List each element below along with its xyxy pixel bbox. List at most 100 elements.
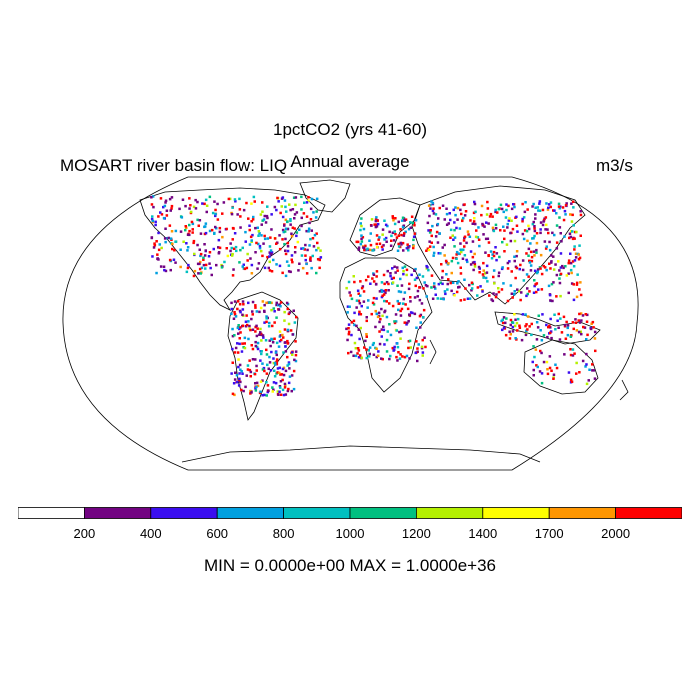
flow-cell: [240, 350, 244, 353]
flow-cell: [247, 301, 250, 305]
flow-cell: [184, 228, 187, 232]
flow-cell: [569, 353, 573, 357]
flow-cell: [310, 229, 313, 232]
flow-cell: [394, 320, 398, 323]
flow-cell: [525, 252, 528, 255]
flow-cell: [381, 357, 384, 361]
flow-cell: [542, 220, 545, 223]
flow-cell: [529, 264, 533, 267]
flow-cell: [467, 233, 470, 236]
flow-cell: [236, 326, 240, 330]
flow-cell: [570, 202, 573, 205]
flow-cell: [389, 272, 392, 275]
flow-cell: [515, 321, 519, 325]
flow-cell: [255, 364, 258, 368]
colorbar-tick-label: 400: [139, 526, 162, 541]
flow-cell: [218, 246, 222, 250]
flow-cell: [540, 339, 544, 342]
new-zealand-coast: [619, 379, 629, 401]
flow-cell: [397, 308, 400, 312]
flow-cell: [526, 287, 529, 290]
flow-cell: [478, 271, 481, 274]
flow-cell: [256, 226, 259, 229]
flow-cell: [460, 212, 463, 216]
flow-cell: [241, 246, 244, 250]
flow-cell: [445, 212, 449, 216]
flow-cell: [525, 323, 528, 326]
flow-cell: [559, 317, 562, 320]
flow-cell: [353, 341, 357, 345]
flow-cell: [552, 255, 555, 258]
flow-cell: [476, 236, 480, 239]
flow-cell: [378, 342, 382, 346]
flow-cell: [249, 328, 252, 332]
flow-cell: [534, 217, 537, 220]
flow-cell: [510, 292, 514, 295]
flow-cell: [559, 294, 562, 298]
flow-cell: [370, 224, 373, 227]
flow-cell: [150, 217, 154, 221]
flow-cell: [368, 239, 371, 242]
flow-cell: [419, 321, 422, 324]
flow-cell: [593, 337, 597, 340]
flow-cell: [502, 210, 505, 214]
colorbar-tick-label: 1400: [468, 526, 498, 541]
flow-cell: [380, 357, 383, 360]
flow-cell: [545, 323, 548, 327]
flow-cell: [250, 220, 253, 223]
flow-cell: [558, 277, 561, 280]
flow-cell: [577, 319, 580, 322]
flow-cell: [406, 321, 409, 325]
flow-cell: [560, 240, 563, 243]
flow-cell: [315, 210, 318, 213]
flow-cell: [300, 216, 303, 220]
flow-cell: [465, 258, 468, 262]
flow-cell: [353, 311, 356, 315]
flow-cell: [438, 206, 441, 210]
flow-cell: [408, 357, 411, 360]
flow-cell: [363, 248, 366, 252]
flow-cell: [248, 324, 251, 328]
flow-cell: [289, 329, 293, 332]
flow-cell: [302, 247, 305, 250]
flow-cell: [293, 227, 296, 230]
flow-cell: [275, 263, 278, 266]
flow-cell: [532, 345, 535, 348]
flow-cell: [273, 337, 276, 340]
flow-cell: [204, 263, 208, 267]
flow-cell: [280, 338, 283, 342]
flow-cell: [428, 245, 432, 248]
flow-cell: [233, 378, 237, 381]
flow-cell: [191, 222, 195, 226]
flow-cell: [345, 286, 348, 290]
flow-cell: [402, 272, 405, 276]
flow-cell: [397, 234, 400, 237]
flow-cell: [233, 311, 236, 314]
flow-cell: [423, 336, 426, 339]
flow-cell: [383, 219, 386, 222]
flow-cell: [254, 226, 257, 230]
flow-cell: [192, 274, 196, 278]
flow-cell: [375, 216, 378, 219]
flow-cell: [288, 375, 292, 378]
flow-cell: [202, 263, 206, 267]
flow-cell: [347, 332, 351, 336]
flow-cell: [526, 208, 529, 211]
flow-cell: [316, 241, 319, 245]
flow-cell: [249, 257, 252, 260]
flow-cell: [432, 207, 435, 210]
flow-cell: [381, 248, 384, 251]
flow-cell: [263, 310, 266, 313]
flow-cell: [203, 243, 206, 246]
flow-cell: [580, 319, 583, 322]
flow-cell: [259, 331, 262, 334]
flow-cell: [263, 393, 266, 397]
flow-cell: [513, 324, 517, 328]
flow-cell: [347, 351, 350, 355]
flow-cell: [425, 249, 428, 252]
flow-cell: [201, 202, 204, 205]
flow-cell: [484, 251, 487, 254]
flow-cell: [470, 287, 474, 290]
flow-cell: [403, 321, 406, 324]
flow-cell: [593, 377, 597, 380]
